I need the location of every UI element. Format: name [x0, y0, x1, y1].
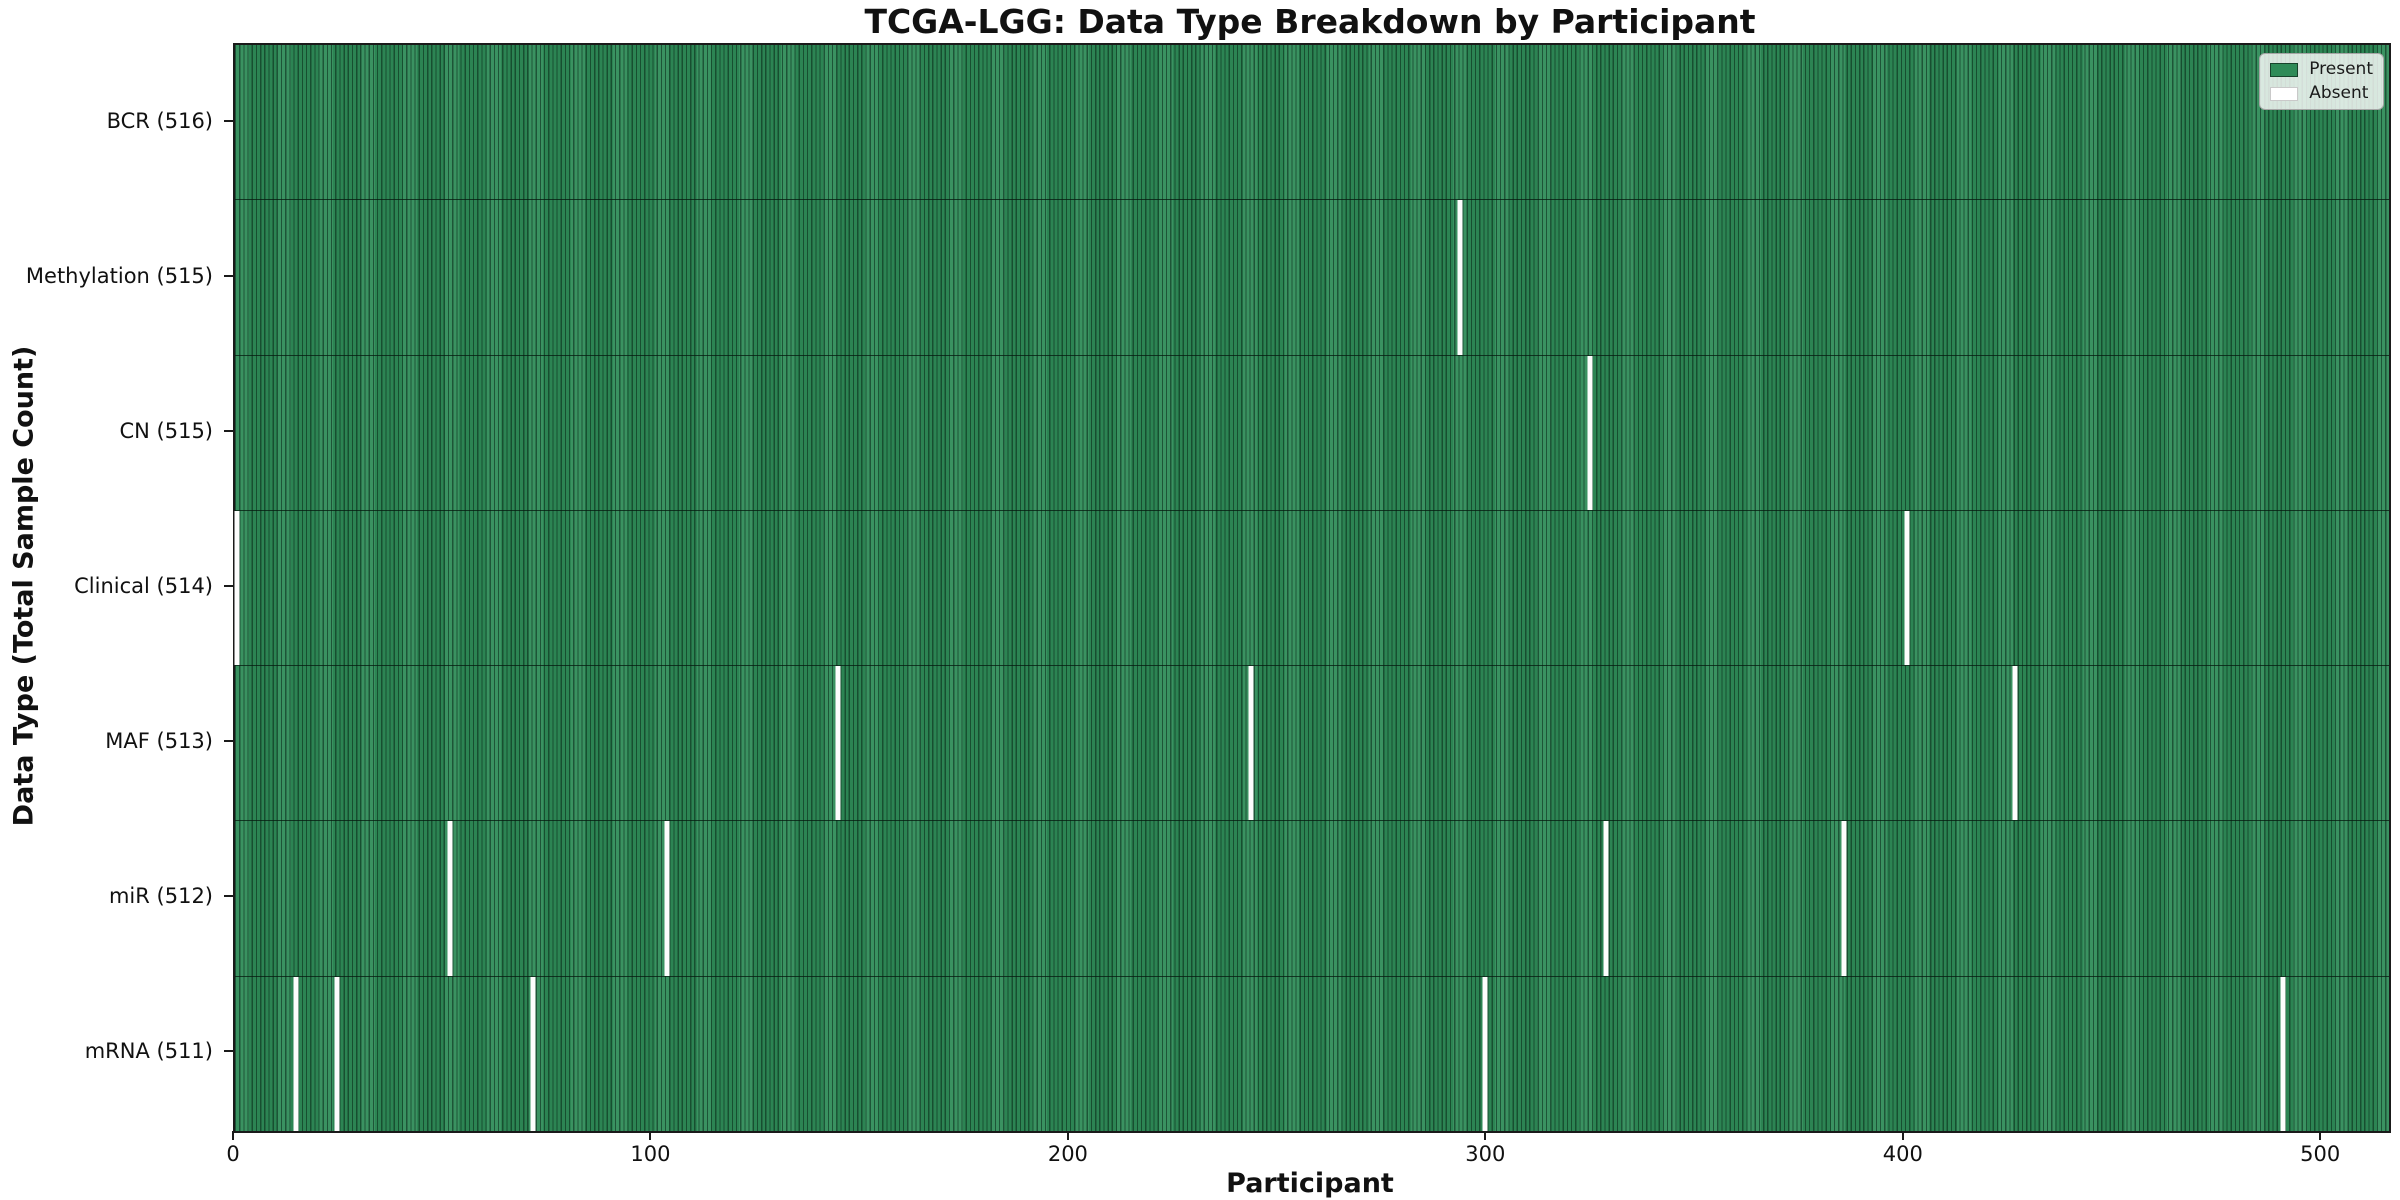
y-tick-label-MAF: MAF (513): [105, 729, 213, 754]
legend-label-present: Present: [2309, 59, 2373, 79]
y-tick-label-CN: CN (515): [119, 418, 213, 443]
x-tick-mark: [1066, 1131, 1069, 1140]
y-tick-mark: [224, 429, 233, 432]
data-row-BCR: [235, 45, 2389, 200]
absent-swatch-icon: [2270, 86, 2299, 101]
absent-gap: [2012, 666, 2018, 821]
y-tick-label-BCR: BCR (516): [106, 108, 213, 133]
legend-label-absent: Absent: [2309, 83, 2369, 103]
y-tick-label-Clinical: Clinical (514): [74, 574, 213, 598]
legend-entry-present: Present: [2270, 61, 2373, 78]
y-tick-mark: [224, 585, 233, 587]
x-tick-label-200: 200: [1047, 1142, 1088, 1166]
y-tick-label-mRNA: mRNA (511): [84, 1039, 213, 1064]
data-row-Methylation: [235, 199, 2389, 355]
x-tick-label-400: 400: [1882, 1142, 1923, 1166]
absent-gap: [664, 821, 670, 976]
absent-gap: [1841, 821, 1847, 976]
x-tick-label-0: 0: [226, 1142, 240, 1166]
absent-gap: [1587, 355, 1593, 510]
absent-gap: [447, 821, 453, 976]
plot-area: Present Absent: [233, 43, 2391, 1133]
y-tick-mark: [224, 895, 233, 898]
legend: Present Absent: [2259, 53, 2384, 110]
data-row-miR: [235, 820, 2389, 976]
absent-gap: [530, 976, 536, 1131]
chart-title: TCGA-LGG: Data Type Breakdown by Partici…: [864, 2, 1756, 41]
x-tick-mark: [1484, 1131, 1487, 1140]
y-tick-mark: [224, 119, 233, 122]
absent-gap: [1248, 666, 1254, 821]
absent-gap: [835, 666, 841, 821]
absent-gap: [1603, 821, 1609, 976]
data-row-Clinical: [234, 509, 2389, 666]
absent-gap: [1482, 976, 1488, 1131]
absent-gap: [1457, 200, 1463, 355]
y-tick-mark: [224, 1050, 233, 1053]
y-axis-label: Data Type (Total Sample Count): [8, 345, 40, 827]
x-tick-label-300: 300: [1465, 1142, 1506, 1166]
x-tick-mark: [232, 1131, 234, 1140]
y-tick-mark: [224, 274, 233, 277]
absent-gap: [1904, 510, 1910, 666]
data-row-MAF: [235, 665, 2389, 821]
absent-gap: [234, 510, 240, 666]
absent-gap: [2280, 976, 2286, 1131]
data-row-mRNA: [235, 975, 2389, 1131]
y-tick-label-Methylation: Methylation (515): [25, 263, 213, 288]
x-axis-label: Participant: [1226, 1168, 1394, 1199]
absent-gap: [293, 976, 299, 1131]
data-row-CN: [235, 354, 2389, 510]
absent-gap: [334, 976, 340, 1131]
y-tick-mark: [224, 740, 233, 743]
present-swatch-icon: [2270, 62, 2299, 77]
x-tick-mark: [649, 1131, 652, 1140]
legend-entry-absent: Absent: [2270, 85, 2373, 102]
y-tick-label-miR: miR (512): [108, 884, 213, 909]
x-tick-label-100: 100: [630, 1142, 671, 1166]
x-tick-label-500: 500: [2300, 1142, 2341, 1166]
x-tick-mark: [2319, 1131, 2322, 1140]
x-tick-mark: [1901, 1131, 1904, 1140]
